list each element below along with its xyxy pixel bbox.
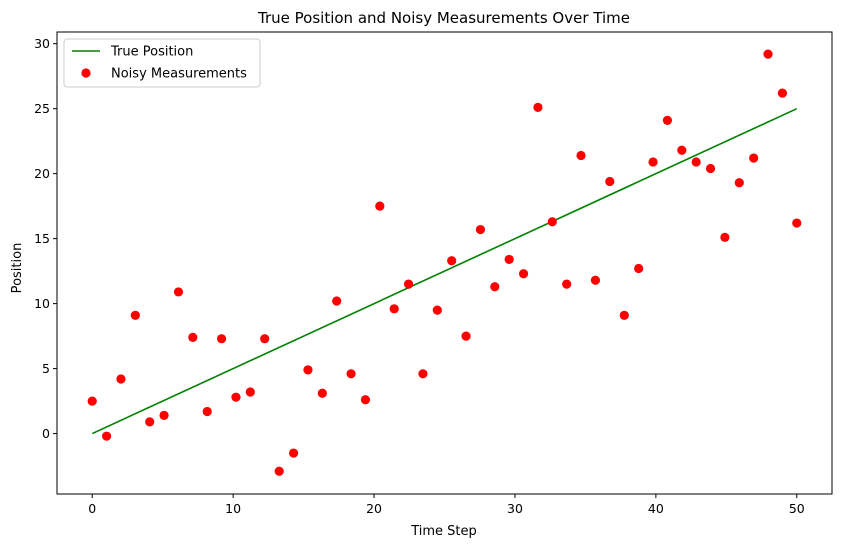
scatter-point: [734, 178, 744, 188]
y-axis-label: Position: [10, 243, 25, 294]
scatter-point: [590, 275, 601, 285]
scatter-point: [245, 387, 255, 397]
scatter-point: [533, 102, 543, 112]
scatter-point: [288, 448, 299, 458]
scatter-point: [576, 150, 586, 161]
legend: True Position Noisy Measurements: [63, 38, 261, 88]
legend-box: [63, 38, 261, 88]
scatter-point: [102, 431, 112, 441]
scatter-point: [332, 296, 342, 306]
legend-label: True Position: [110, 45, 193, 60]
scatter-point: [720, 232, 730, 242]
scatter-point: [475, 224, 486, 235]
scatter-point: [662, 115, 673, 125]
x-tick-label: 30: [507, 501, 523, 516]
y-tick-label: 25: [34, 101, 50, 116]
series-line-true-position: [91, 107, 798, 435]
plot-area: [56, 31, 833, 495]
scatter-point: [749, 153, 759, 163]
x-tick-label: 40: [648, 501, 664, 516]
scatter-point: [792, 218, 802, 228]
scatter-point: [518, 269, 529, 279]
scatter-point: [375, 201, 385, 211]
scatter-point: [461, 331, 471, 341]
scatter-point: [274, 466, 284, 476]
scatter-point: [432, 305, 442, 315]
scatter-point: [303, 365, 313, 375]
scatter-point: [634, 263, 644, 274]
scatter-point: [605, 176, 615, 187]
scatter-point: [490, 282, 500, 292]
chart-title: True Position and Noisy Measurements Ove…: [257, 9, 630, 27]
x-tick-label: 50: [789, 501, 805, 516]
scatter-point: [777, 88, 788, 98]
scatter-point: [691, 157, 701, 167]
scatter-point: [677, 145, 687, 155]
scatter-point: [159, 410, 169, 420]
x-tick-label: 20: [366, 501, 382, 516]
scatter-point: [87, 396, 97, 406]
scatter-point: [173, 287, 184, 297]
y-tick-label: 5: [42, 361, 50, 376]
scatter-point: [504, 254, 514, 265]
scatter-point: [619, 310, 629, 320]
scatter-point: [763, 49, 773, 59]
axes-frame: [56, 31, 833, 495]
scatter-point: [360, 395, 371, 405]
scatter-point: [547, 217, 557, 227]
scatter-point: [403, 279, 414, 289]
x-axis: 0 10 20 30 40 50: [88, 494, 805, 516]
y-tick-label: 30: [34, 36, 50, 51]
scatter-point: [260, 334, 270, 344]
scatter-point: [116, 374, 126, 384]
x-axis-label: Time Step: [410, 524, 477, 539]
scatter-point: [145, 417, 155, 427]
scatter-point: [418, 369, 428, 379]
y-tick-label: 15: [34, 231, 50, 246]
scatter-point: [705, 163, 716, 174]
scatter-point: [130, 310, 140, 320]
scatter-point: [447, 256, 457, 266]
plot-background: [57, 32, 832, 494]
scatter-point: [216, 334, 227, 344]
y-tick-label: 20: [34, 166, 50, 181]
scatter-point: [648, 157, 658, 167]
scatter-point: [231, 392, 241, 402]
y-axis: 0 5 10 15 20 25 30: [34, 36, 57, 441]
x-tick-label: 0: [88, 501, 96, 516]
scatter-point: [562, 279, 572, 289]
scatter-point: [188, 332, 198, 342]
scatter-point: [346, 369, 356, 379]
scatter-point: [317, 388, 327, 398]
scatter-point: [202, 406, 212, 417]
legend-label: Noisy Measurements: [111, 67, 247, 82]
y-tick-label: 10: [34, 296, 50, 311]
x-tick-label: 10: [225, 501, 241, 516]
scatter-point: [389, 304, 399, 314]
y-tick-label: 0: [42, 426, 50, 441]
legend-point-marker: [81, 68, 91, 78]
